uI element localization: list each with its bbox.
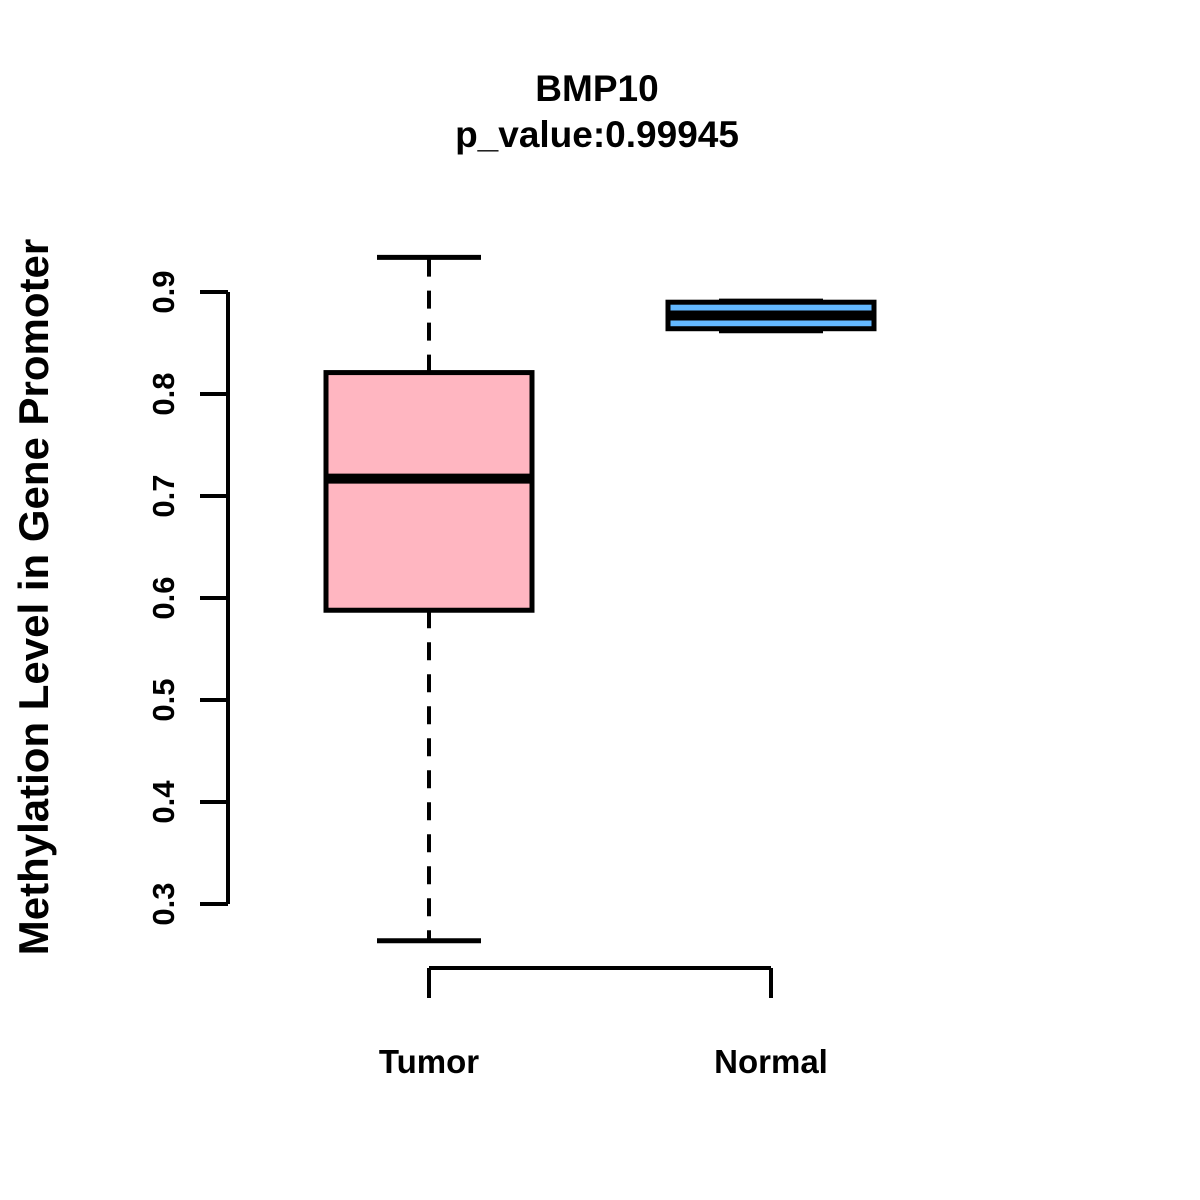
chart-title: BMP10 bbox=[535, 68, 659, 109]
y-axis-tick-label: 0.5 bbox=[146, 678, 181, 721]
y-axis-tick-label: 0.3 bbox=[146, 882, 181, 925]
chart-title-block: BMP10 p_value:0.99945 bbox=[455, 66, 739, 158]
y-axis-tick-label: 0.6 bbox=[146, 576, 181, 619]
tumor-box bbox=[323, 370, 535, 613]
category-label-tumor: Tumor bbox=[379, 1043, 479, 1080]
chart-subtitle: p_value:0.99945 bbox=[455, 114, 739, 155]
y-axis-tick-label: 0.4 bbox=[146, 780, 181, 824]
y-axis-tick-label: 0.7 bbox=[146, 474, 181, 517]
category-label-normal: Normal bbox=[714, 1043, 828, 1080]
y-axis-tick-label: 0.8 bbox=[146, 372, 181, 415]
y-axis-tick-label: 0.9 bbox=[146, 270, 181, 313]
